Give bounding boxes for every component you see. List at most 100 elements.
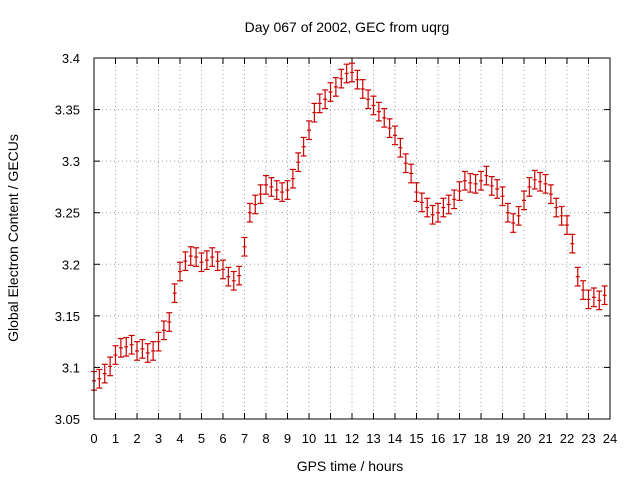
x-tick-label: 22 bbox=[560, 431, 574, 446]
data-point bbox=[316, 93, 323, 114]
data-point bbox=[198, 252, 205, 273]
data-point bbox=[273, 180, 280, 200]
data-point bbox=[488, 176, 495, 196]
x-tick-label: 15 bbox=[409, 431, 423, 446]
data-point bbox=[392, 125, 398, 146]
data-point bbox=[284, 180, 291, 200]
data-point bbox=[123, 336, 130, 357]
data-point bbox=[203, 250, 210, 271]
data-series bbox=[91, 62, 608, 391]
data-point bbox=[225, 266, 232, 287]
x-tick-label: 17 bbox=[452, 431, 466, 446]
data-point bbox=[596, 290, 603, 311]
data-point bbox=[214, 251, 221, 272]
data-point bbox=[413, 182, 420, 202]
data-point bbox=[553, 197, 560, 218]
x-axis-label: GPS time / hours bbox=[297, 458, 404, 474]
x-tick-label: 1 bbox=[112, 431, 119, 446]
data-point bbox=[101, 363, 108, 384]
data-point bbox=[456, 181, 463, 201]
data-point bbox=[322, 89, 329, 110]
data-point bbox=[279, 182, 286, 202]
x-tick-label: 14 bbox=[388, 431, 402, 446]
x-tick-label: 9 bbox=[284, 431, 291, 446]
data-point bbox=[386, 118, 393, 139]
data-point bbox=[332, 76, 339, 97]
data-point bbox=[445, 194, 452, 215]
data-point bbox=[408, 163, 415, 184]
data-point bbox=[338, 68, 345, 89]
data-point bbox=[300, 136, 307, 157]
data-point bbox=[246, 202, 253, 223]
data-point bbox=[537, 171, 544, 192]
x-tick-label: 3 bbox=[155, 431, 162, 446]
x-tick-label: 0 bbox=[90, 431, 97, 446]
data-point bbox=[144, 343, 151, 363]
data-point bbox=[365, 89, 372, 110]
x-tick-label: 19 bbox=[495, 431, 509, 446]
data-point bbox=[268, 177, 275, 197]
data-point bbox=[440, 197, 447, 218]
data-point bbox=[601, 285, 608, 306]
data-point bbox=[499, 186, 506, 207]
data-point bbox=[193, 247, 200, 267]
data-point bbox=[542, 173, 549, 194]
data-point bbox=[375, 101, 382, 122]
data-point bbox=[252, 194, 259, 215]
data-point bbox=[306, 120, 312, 141]
data-point bbox=[241, 236, 248, 257]
data-point bbox=[354, 69, 361, 90]
data-point bbox=[128, 334, 135, 355]
y-tick-label: 3.4 bbox=[62, 51, 80, 66]
x-tick-label: 7 bbox=[241, 431, 248, 446]
data-point bbox=[478, 170, 484, 191]
data-point bbox=[263, 174, 269, 195]
data-point bbox=[580, 280, 587, 300]
data-point bbox=[187, 246, 194, 266]
data-point bbox=[150, 341, 157, 361]
data-point bbox=[236, 265, 243, 286]
x-tick-label: 2 bbox=[133, 431, 140, 446]
data-point bbox=[547, 184, 554, 205]
data-point bbox=[139, 338, 146, 359]
y-tick-label: 3.3 bbox=[62, 154, 80, 169]
data-point bbox=[461, 170, 468, 191]
x-tick-label: 8 bbox=[262, 431, 269, 446]
data-point bbox=[370, 95, 377, 116]
data-point bbox=[569, 233, 576, 254]
y-tick-label: 3.1 bbox=[62, 360, 80, 375]
data-point bbox=[585, 289, 592, 310]
data-point bbox=[424, 197, 431, 218]
data-point bbox=[289, 168, 296, 189]
data-point bbox=[182, 251, 189, 272]
data-point bbox=[435, 202, 441, 223]
y-tick-label: 3.15 bbox=[55, 309, 80, 324]
data-point bbox=[349, 62, 355, 83]
data-point bbox=[166, 312, 173, 332]
data-point bbox=[311, 102, 318, 123]
y-tick-label: 3.25 bbox=[55, 206, 80, 221]
axis-ticks: 0 1 2 3 4 5 6 7 8 9 10 11 12 13 14 15 16 17 18 19 20 21 22 23 24… bbox=[55, 51, 618, 446]
data-point bbox=[155, 331, 162, 352]
y-tick-label: 3.2 bbox=[62, 257, 80, 272]
data-point bbox=[531, 169, 538, 190]
data-point bbox=[467, 172, 474, 193]
data-point bbox=[494, 179, 501, 199]
data-point bbox=[574, 266, 581, 287]
data-point bbox=[510, 213, 517, 233]
data-point bbox=[220, 259, 226, 280]
data-point bbox=[295, 152, 302, 173]
data-point bbox=[257, 184, 264, 205]
data-point bbox=[359, 79, 366, 99]
data-point bbox=[381, 107, 388, 128]
data-point bbox=[96, 368, 103, 389]
x-tick-label: 11 bbox=[324, 431, 338, 446]
data-point bbox=[451, 189, 458, 210]
x-tick-label: 5 bbox=[198, 431, 205, 446]
data-point bbox=[107, 356, 114, 377]
x-tick-label: 12 bbox=[345, 431, 359, 446]
x-tick-label: 6 bbox=[219, 431, 226, 446]
data-point bbox=[521, 190, 527, 211]
grid bbox=[94, 58, 610, 419]
